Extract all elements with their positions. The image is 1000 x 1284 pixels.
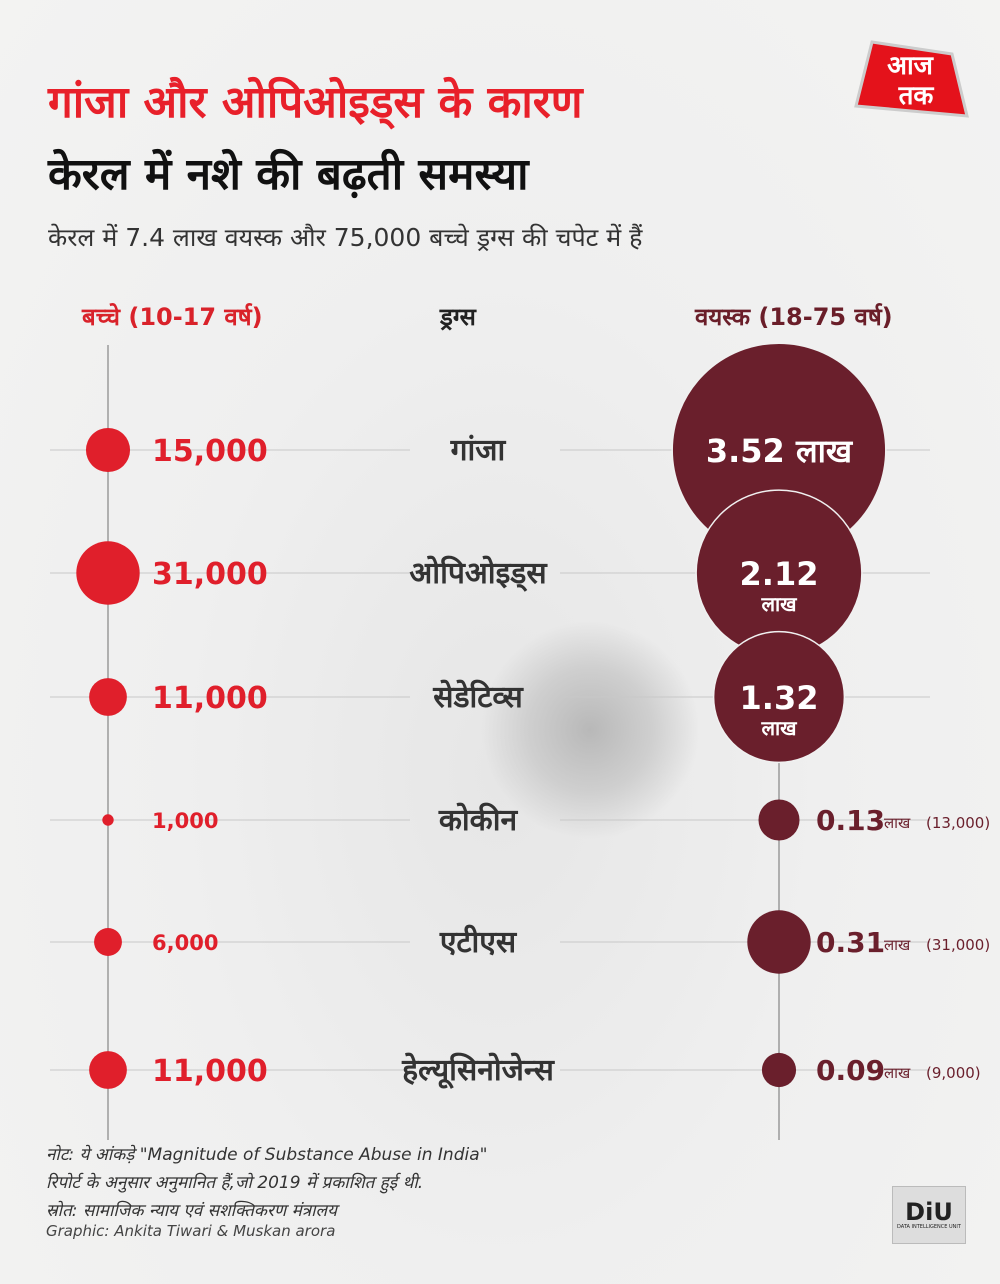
aajtak-logo: आज तक bbox=[854, 40, 969, 118]
adults-exact-label: (9,000) bbox=[926, 1064, 981, 1082]
svg-text:आज: आज bbox=[887, 51, 935, 81]
drug-label: कोकीन bbox=[438, 802, 519, 838]
children-bubble bbox=[85, 427, 131, 473]
children-value-label: 11,000 bbox=[152, 681, 268, 716]
note-line-2: रिपोर्ट के अनुसार अनुमानित हैं,जो 2019 म… bbox=[46, 1173, 424, 1193]
diu-logo: DiU DATA INTELLIGENCE UNIT bbox=[892, 1186, 966, 1244]
adults-bubble bbox=[761, 1052, 797, 1088]
drug-label: ओपिओइड्स bbox=[409, 555, 548, 592]
adults-value-label: 2.12 bbox=[740, 555, 819, 593]
children-value-label: 1,000 bbox=[152, 809, 218, 833]
adults-value-label: 0.13 bbox=[816, 804, 885, 837]
adults-unit-label: लाख bbox=[760, 592, 798, 616]
source: स्रोत: सामाजिक न्याय एवं सशक्तिकरण मंत्र… bbox=[46, 1201, 337, 1221]
children-value-label: 6,000 bbox=[152, 931, 218, 955]
svg-text:तक: तक bbox=[898, 81, 935, 111]
adults-bubble bbox=[758, 799, 800, 841]
adults-exact-label: (31,000) bbox=[926, 936, 990, 954]
adults-value-label: 0.09 bbox=[816, 1054, 885, 1087]
background-photo bbox=[480, 620, 700, 840]
adults-value-label: 3.52 लाख bbox=[706, 432, 854, 470]
drug-label: सेडेटिव्स bbox=[432, 679, 524, 715]
adults-bubble bbox=[712, 630, 846, 764]
graphic-credit: Graphic: Ankita Tiwari & Muskan arora bbox=[46, 1222, 336, 1240]
children-header: बच्चे (10-17 वर्ष) bbox=[82, 303, 263, 331]
adults-value-label: 0.31 bbox=[816, 926, 885, 959]
drug-label: एटीएस bbox=[439, 924, 518, 960]
title-line-1: गांजा और ओपिओइड्स के कारण bbox=[48, 77, 583, 128]
adults-unit-label: लाख bbox=[760, 716, 798, 740]
adults-unit-label: लाख bbox=[884, 1064, 911, 1082]
adults-unit-label: लाख bbox=[884, 814, 911, 832]
adults-exact-label: (13,000) bbox=[926, 814, 990, 832]
note-line-1: नोट: ये आंकड़े "Magnitude of Substance A… bbox=[46, 1145, 488, 1165]
children-bubble bbox=[102, 814, 114, 826]
children-bubble bbox=[94, 928, 122, 956]
title-line-2: केरल में नशे की बढ़ती समस्या bbox=[48, 149, 529, 200]
drug-label: हेल्यूसिनोजेन्स bbox=[401, 1052, 555, 1089]
adults-unit-label: लाख bbox=[884, 936, 911, 954]
children-bubble bbox=[76, 541, 140, 605]
drugs-header: ड्रग्स bbox=[440, 303, 476, 331]
children-bubble bbox=[89, 678, 127, 716]
children-bubble bbox=[89, 1051, 127, 1089]
adults-header: वयस्क (18-75 वर्ष) bbox=[695, 303, 893, 331]
subtitle: केरल में 7.4 लाख वयस्क और 75,000 बच्चे ड… bbox=[48, 223, 643, 252]
adults-value-label: 1.32 bbox=[740, 679, 819, 717]
children-value-label: 11,000 bbox=[152, 1054, 268, 1089]
diu-mark: DiU bbox=[905, 1198, 953, 1226]
children-value-label: 31,000 bbox=[152, 557, 268, 592]
diu-caption: DATA INTELLIGENCE UNIT bbox=[897, 1224, 961, 1230]
drug-label: गांजा bbox=[450, 433, 507, 468]
adults-bubble bbox=[747, 910, 811, 974]
children-value-label: 15,000 bbox=[152, 434, 268, 469]
